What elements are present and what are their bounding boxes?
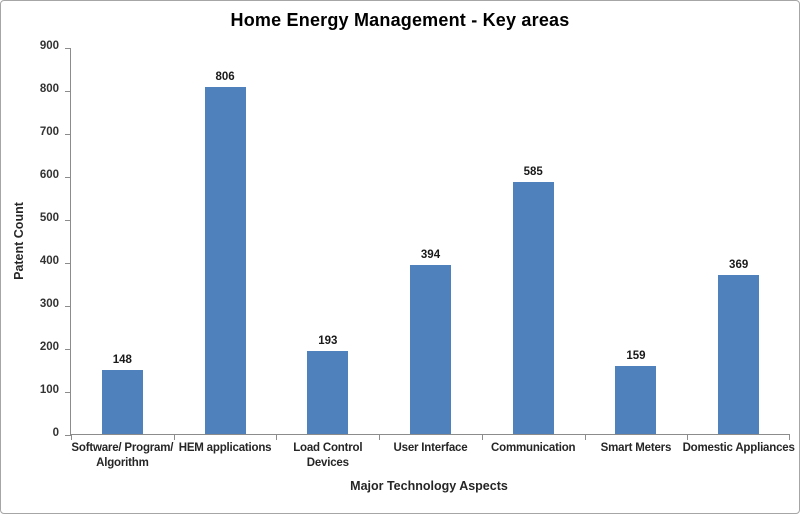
y-tick-mark [65,90,71,92]
bar-value-label: 394 [420,249,441,261]
y-tick-label: 300 [39,298,59,310]
bar [410,265,451,434]
chart-title: Home Energy Management - Key areas [230,10,570,30]
y-tick-mark [65,262,71,264]
plot-area: 0 100 200 300 400 500 600 700 800 900 148 Software/… [40,40,795,469]
bar-value-label: 193 [318,335,338,347]
x-tick-label: User Interface [393,442,468,454]
bar [615,366,657,434]
x-tick-label: Communication [491,442,576,454]
bar-value-label: 369 [729,259,749,271]
bar [204,87,246,434]
bar-value-label: 148 [112,354,132,366]
x-tick-mark [481,434,483,440]
bar [307,351,349,434]
x-axis-title: Major Technology Aspects [350,479,508,493]
x-tick-mark [687,434,689,440]
x-tick-mark [71,434,72,440]
y-tick-label: 400 [39,255,59,267]
x-tick-label: Software/ Program/ Algorithm [71,442,174,469]
y-tick-label: 700 [39,126,59,138]
bar-value-label: 806 [215,71,235,83]
bar [718,275,760,434]
y-tick-mark [65,47,71,49]
x-tick-mark [276,434,278,440]
y-tick-mark [65,305,71,307]
bar [512,182,554,434]
bar-value-label: 159 [626,350,646,362]
y-tick-mark [65,434,71,436]
y-tick-label: 500 [39,212,59,224]
bar [101,370,143,434]
y-tick-mark [65,219,71,221]
x-tick-label: Domestic Appliances [682,442,795,454]
y-tick-label: 900 [39,40,59,52]
y-tick-label: 600 [39,169,59,181]
x-tick-label: HEM applications [178,442,272,454]
y-tick-mark [65,391,71,393]
y-tick-mark [65,133,71,135]
x-tick-mark [789,434,790,440]
x-tick-mark [173,434,175,440]
x-tick-label: Load Control Devices [293,442,363,469]
bar-value-label: 585 [523,166,543,178]
x-tick-mark [379,434,381,440]
x-tick-label: Smart Meters [600,442,672,454]
y-tick-label: 100 [39,384,59,396]
y-tick-label: 200 [39,341,59,353]
y-tick-label: 0 [52,427,59,439]
y-tick-label: 800 [39,83,59,95]
x-tick-mark [584,434,586,440]
y-tick-mark [65,176,71,178]
y-tick-mark [65,348,71,350]
